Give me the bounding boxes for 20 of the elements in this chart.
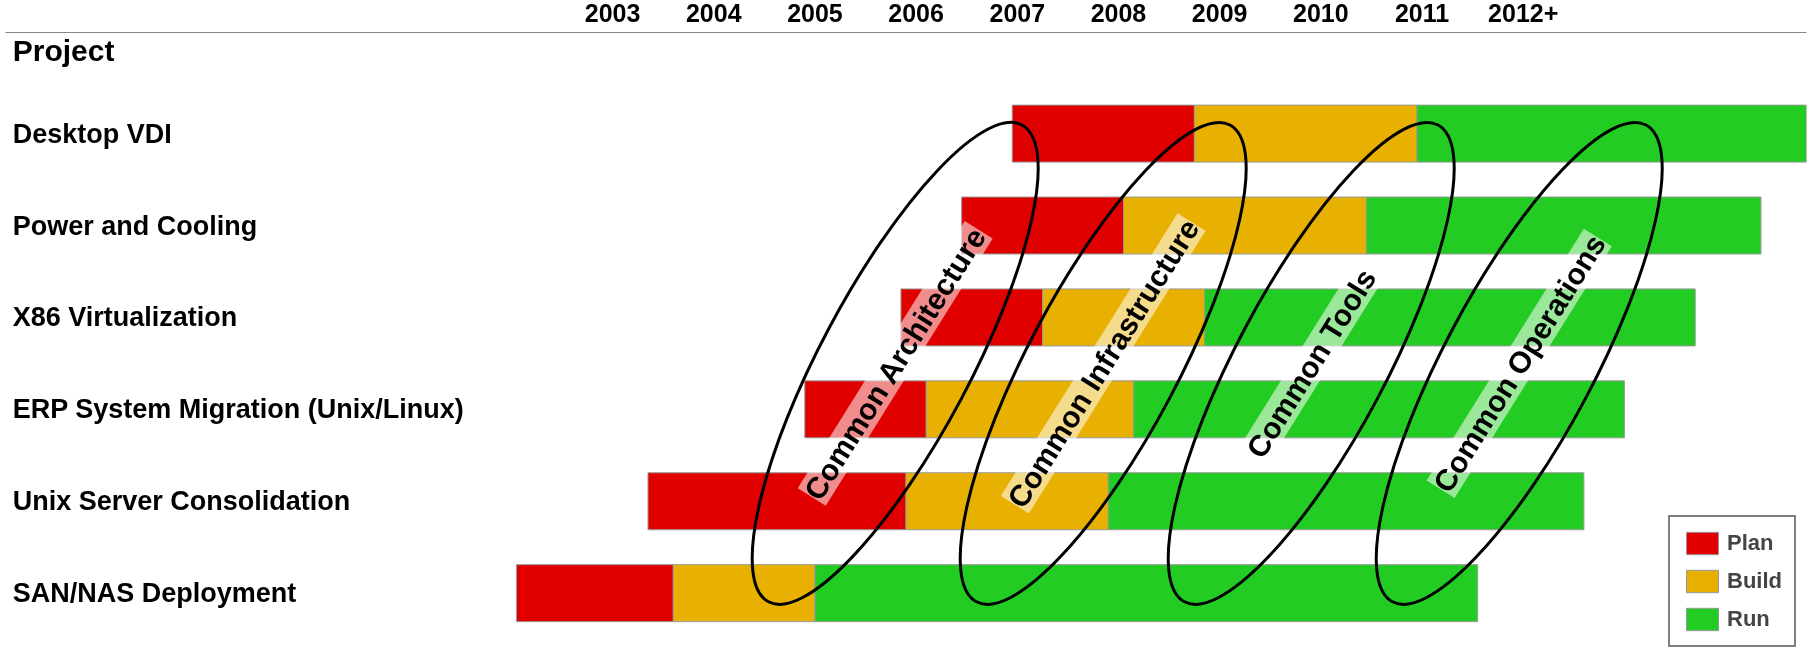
y-tick-label: Unix Server Consolidation — [12, 486, 351, 517]
x-tick-label: 2007 — [989, 0, 1046, 27]
x-tick-label: 2009 — [1191, 0, 1248, 27]
legend-label: Run — [1727, 606, 1770, 632]
x-tick-label: 2004 — [685, 0, 742, 27]
y-axis-title: Project — [12, 34, 115, 68]
y-tick-label: ERP System Migration (Unix/Linux) — [12, 394, 464, 425]
x-tick-label: 2003 — [584, 0, 641, 27]
x-tick-label: 2012+ — [1488, 0, 1559, 27]
x-tick-label: 2011 — [1394, 0, 1450, 27]
y-tick-label: SAN/NAS Deployment — [12, 578, 297, 609]
x-tick-label: 2006 — [888, 0, 944, 27]
y-tick-label: Power and Cooling — [12, 210, 258, 241]
y-tick-label: Desktop VDI — [12, 118, 172, 149]
y-tick-label: X86 Virtualization — [12, 302, 238, 333]
legend-label: Build — [1727, 568, 1782, 594]
legend-label: Plan — [1727, 530, 1774, 556]
x-tick-label: 2005 — [787, 0, 843, 27]
x-tick-label: 2008 — [1090, 0, 1147, 27]
x-tick-label: 2010 — [1293, 0, 1349, 27]
